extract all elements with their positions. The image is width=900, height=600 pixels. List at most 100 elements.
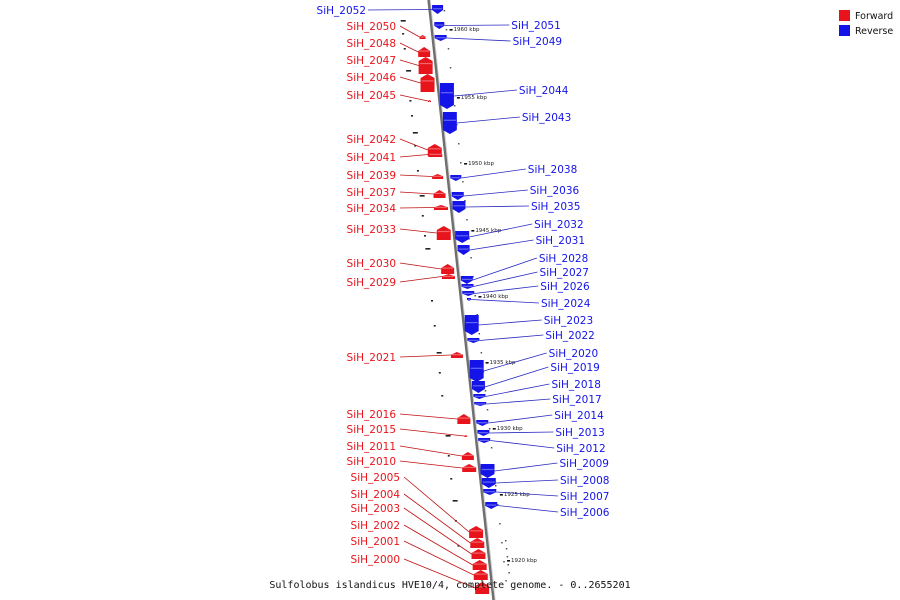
reverse-gene-label: SiH_2014	[554, 410, 604, 422]
gene-highlight	[442, 267, 454, 269]
gene-highlight	[428, 148, 441, 150]
scale-tick-mark	[449, 29, 453, 31]
minor-tick	[445, 29, 448, 31]
gene-highlight	[458, 248, 469, 250]
reverse-leader-line	[470, 299, 539, 304]
minor-tick	[474, 295, 476, 297]
reverse-gene-label: SiH_2019	[550, 362, 599, 374]
forward-leader-line	[399, 428, 465, 437]
reverse-gene-arrow	[467, 338, 480, 343]
reverse-leader-line	[456, 116, 520, 124]
forward-gene-arrow	[436, 226, 451, 240]
forward-leader-line	[399, 262, 442, 270]
minor-tick	[486, 409, 489, 411]
forward-gene-arrow	[469, 526, 484, 538]
gene-highlight	[453, 205, 465, 207]
reverse-leader-line	[474, 285, 539, 294]
reverse-gene-label: SiH_2009	[560, 458, 609, 470]
forward-leader-line	[399, 94, 429, 102]
scale-tick-mark	[456, 97, 460, 99]
forward-leader-line	[399, 59, 419, 66]
minor-tick	[409, 100, 412, 102]
forward-leader-line	[399, 413, 458, 420]
scale-tick-mark	[499, 494, 503, 496]
legend-reverse-swatch	[839, 25, 850, 36]
reverse-gene-label: SiH_2026	[540, 281, 590, 293]
minor-tick	[460, 162, 462, 164]
reverse-gene-arrow	[439, 83, 454, 109]
scale-tick-label: 1945 kbp	[475, 228, 501, 234]
minor-tick	[457, 545, 460, 547]
scale-tick-label: 1955 kbp	[461, 95, 487, 101]
forward-leader-line	[399, 207, 434, 209]
minor-tick	[406, 70, 412, 72]
legend-reverse-label: Reverse	[855, 26, 893, 37]
reverse-gene-label: SiH_2017	[552, 394, 601, 406]
forward-gene-label: SiH_2010	[347, 456, 396, 468]
scale-tick-label: 1920 kbp	[511, 558, 537, 564]
gene-highlight	[473, 563, 486, 565]
gene-highlight	[419, 50, 430, 52]
forward-gene-label: SiH_2050	[347, 21, 396, 33]
scale-tick-label: 1925 kbp	[504, 492, 530, 498]
forward-leader-line	[403, 476, 470, 533]
reverse-leader-line	[489, 431, 554, 434]
scale-tick-mark	[471, 230, 475, 232]
reverse-gene-arrow	[434, 35, 447, 41]
reverse-gene-label: SiH_2049	[513, 36, 562, 48]
reverse-gene-arrow	[451, 192, 464, 200]
minor-tick	[412, 132, 418, 134]
gene-highlight	[442, 275, 454, 277]
legend-forward-label: Forward	[855, 11, 893, 22]
gene-highlight	[433, 175, 443, 177]
minor-tick	[433, 325, 436, 327]
minor-tick	[508, 572, 510, 574]
reverse-gene-arrow	[452, 201, 466, 213]
gene-highlight	[472, 385, 484, 387]
forward-gene-label: SiH_2041	[347, 152, 396, 164]
reverse-gene-arrow	[432, 5, 444, 14]
forward-leader-line	[399, 191, 434, 195]
forward-gene-arrow	[457, 414, 471, 424]
forward-gene-arrow	[432, 174, 444, 179]
reverse-leader-line	[495, 479, 559, 484]
gene-highlight	[437, 230, 450, 233]
minor-tick	[505, 548, 508, 550]
gene-highlight	[419, 62, 432, 65]
reverse-leader-line	[490, 440, 555, 449]
minor-tick	[501, 542, 503, 544]
reverse-gene-label: SiH_2031	[536, 235, 585, 247]
reverse-leader-line	[488, 414, 553, 424]
forward-leader-line	[399, 228, 437, 234]
forward-gene-label: SiH_2030	[347, 258, 396, 270]
minor-tick	[443, 10, 446, 12]
forward-gene-arrow	[473, 570, 488, 580]
reverse-leader-line	[485, 383, 550, 397]
reverse-gene-arrow	[477, 430, 490, 436]
gene-highlight	[468, 339, 479, 341]
minor-tick	[506, 556, 509, 558]
gene-highlight	[462, 454, 473, 456]
forward-leader-line	[399, 138, 428, 151]
forward-gene-arrow	[433, 205, 448, 210]
reverse-gene-label: SiH_2035	[531, 201, 580, 213]
forward-leader-line	[399, 25, 420, 38]
forward-gene-arrow	[427, 100, 431, 102]
gene-highlight	[478, 432, 489, 434]
gene-highlight	[420, 36, 425, 38]
minor-tick	[425, 248, 431, 250]
forward-leader-line	[399, 154, 429, 158]
minor-tick	[403, 48, 406, 50]
reverse-gene-arrow	[483, 489, 497, 495]
gene-highlight	[428, 100, 430, 102]
reverse-leader-line	[496, 491, 559, 497]
forward-gene-arrow	[433, 190, 446, 198]
forward-leader-line	[399, 276, 443, 283]
gene-highlight	[474, 395, 485, 397]
gene-highlight	[451, 354, 462, 356]
gene-highlight	[458, 417, 470, 419]
forward-gene-label: SiH_2005	[351, 472, 400, 484]
forward-leader-line	[399, 174, 433, 177]
forward-gene-arrow	[450, 352, 463, 358]
reverse-leader-line	[473, 271, 538, 287]
